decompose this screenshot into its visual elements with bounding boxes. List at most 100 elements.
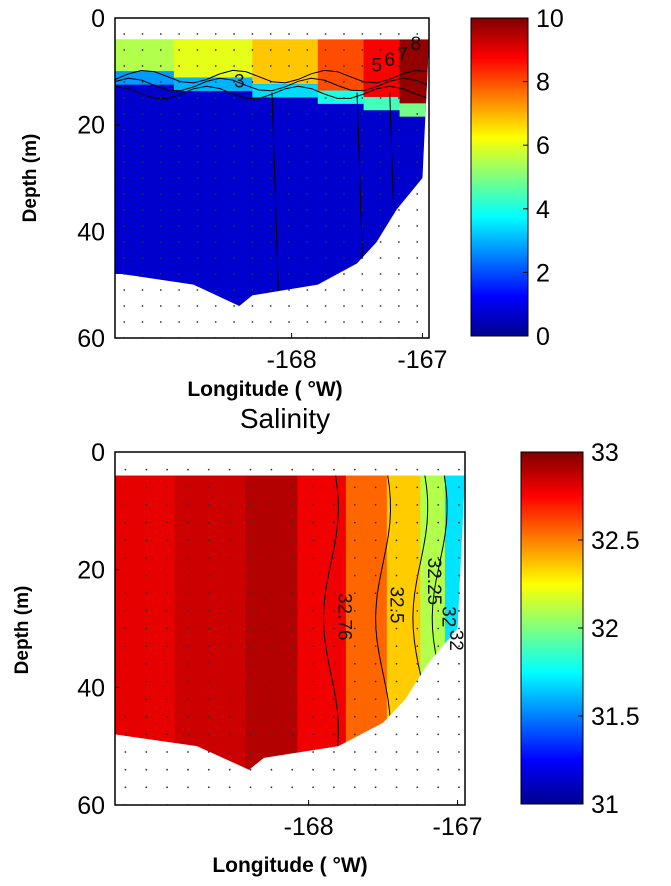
sample-dot (343, 129, 345, 131)
sample-dot (437, 698, 440, 700)
sample-dot (123, 289, 126, 291)
sample-dot (395, 715, 398, 718)
sample-dot (270, 504, 273, 506)
sample-dot (145, 486, 148, 489)
sample-dot (324, 113, 327, 115)
sample-dot (312, 751, 314, 753)
sample-dot (249, 768, 252, 771)
sample-dot (333, 715, 335, 718)
sample-dot (306, 65, 309, 67)
sample-dot (353, 662, 356, 665)
sample-dot (178, 65, 181, 67)
sample-dot (196, 321, 199, 323)
sample-dot (398, 257, 400, 259)
sample-dot (416, 33, 419, 35)
sample-dot (437, 539, 440, 542)
sample-dot (159, 145, 162, 147)
sample-dot (324, 97, 327, 99)
sample-dot (196, 33, 199, 35)
sample-dot (416, 662, 419, 665)
sample-dot (306, 321, 309, 323)
sample-dot (249, 786, 252, 789)
sample-dot (361, 97, 364, 99)
sample-dot (159, 257, 162, 259)
sample-dot (288, 225, 290, 227)
sample-dot (306, 193, 309, 195)
sample-dot (324, 257, 327, 259)
sample-dot (353, 698, 356, 700)
sample-dot (233, 81, 236, 83)
sample-dot (270, 574, 273, 577)
sample-dot (269, 321, 272, 323)
sample-dot (437, 557, 440, 559)
sample-dot (249, 662, 252, 665)
sample-dot (233, 65, 236, 67)
sample-dot (145, 504, 148, 506)
sample-dot (437, 504, 440, 506)
sample-dot (306, 209, 309, 211)
sample-dot (437, 486, 440, 489)
sample-dot (379, 177, 382, 179)
sample-dot (379, 161, 382, 163)
sample-dot (324, 241, 327, 243)
sample-dot (416, 129, 419, 131)
sample-dot (343, 145, 345, 147)
sample-dot (196, 177, 199, 179)
sample-dot (379, 97, 382, 99)
sample-dot (269, 289, 272, 291)
colorbar-tick-label: 32 (591, 615, 619, 643)
sample-dot (178, 321, 181, 323)
sample-dot (353, 768, 356, 771)
sample-dot (458, 662, 460, 665)
sample-dot (166, 557, 169, 559)
sample-dot (166, 751, 169, 753)
sample-dot (416, 241, 419, 243)
sample-dot (437, 662, 440, 665)
contour-label: 32 (445, 630, 466, 651)
sample-dot (124, 521, 127, 524)
sample-dot (291, 627, 294, 630)
sample-dot (123, 33, 126, 35)
sample-dot (437, 610, 440, 612)
sample-dot (123, 225, 126, 227)
sample-dot (124, 698, 127, 700)
contour-label: 32.76 (333, 593, 354, 641)
sample-dot (207, 557, 210, 559)
sample-dot (207, 539, 210, 542)
sample-dot (166, 574, 169, 577)
thermocline-cell (252, 84, 319, 98)
sample-dot (416, 321, 419, 323)
sample-dot (324, 177, 327, 179)
sample-dot (251, 161, 254, 163)
sample-dot (398, 321, 400, 323)
sample-dot (228, 698, 231, 700)
sample-dot (395, 751, 398, 753)
sample-dot (324, 81, 327, 83)
sample-dot (233, 129, 236, 131)
sample-dot (288, 97, 290, 99)
sample-dot (214, 193, 217, 195)
sample-dot (395, 592, 398, 595)
sample-dot (124, 557, 127, 559)
sample-dot (187, 504, 189, 506)
sample-dot (159, 49, 162, 51)
x-tick-label: -168 (284, 813, 334, 841)
sample-dot (288, 177, 290, 179)
sample-dot (395, 574, 398, 577)
sample-dot (145, 715, 148, 718)
sample-dot (416, 49, 419, 51)
sample-dot (187, 768, 189, 771)
sample-dot (416, 715, 419, 718)
sample-dot (291, 698, 294, 700)
sample-dot (458, 592, 460, 595)
sample-dot (291, 468, 294, 471)
sample-dot (312, 557, 314, 559)
sample-dot (379, 193, 382, 195)
sample-dot (343, 177, 345, 179)
sample-dot (214, 113, 217, 115)
sample-dot (379, 33, 382, 35)
surface-cell (317, 39, 365, 91)
sample-dot (124, 539, 127, 542)
sample-dot (187, 592, 189, 595)
sample-dot (159, 33, 162, 35)
